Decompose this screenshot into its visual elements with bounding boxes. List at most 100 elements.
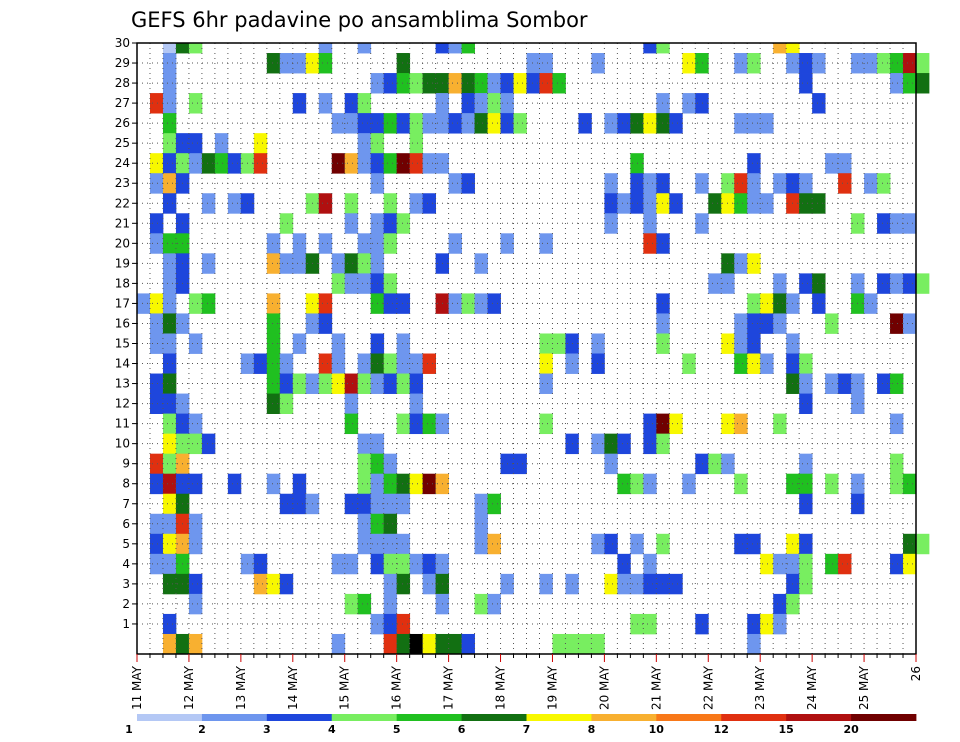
- heatmap-cell: [656, 433, 670, 455]
- heatmap-cell: [747, 533, 761, 555]
- heatmap-cell: [669, 413, 683, 435]
- heatmap-cell: [357, 273, 372, 294]
- heatmap-cell: [162, 93, 177, 114]
- heatmap-cell: [344, 553, 359, 575]
- heatmap-cell: [162, 493, 177, 515]
- heatmap-cell: [604, 213, 618, 234]
- heatmap-cell: [812, 93, 826, 114]
- heatmap-cell: [188, 473, 203, 495]
- y-tick-label: 25: [115, 136, 130, 150]
- heatmap-cell: [461, 43, 475, 54]
- y-tick-label: 7: [122, 497, 130, 511]
- heatmap-cell: [513, 113, 527, 134]
- heatmap-cell: [825, 553, 839, 575]
- heatmap-cell: [344, 393, 359, 414]
- heatmap-cell: [266, 53, 281, 74]
- heatmap-cell: [669, 573, 683, 595]
- heatmap-cell: [643, 473, 657, 495]
- colorbar-swatch: [721, 714, 787, 721]
- heatmap-cell: [279, 373, 294, 394]
- heatmap-cell: [591, 433, 605, 455]
- heatmap-cell: [643, 233, 657, 254]
- heatmap-cell: [838, 153, 852, 174]
- heatmap-cell: [162, 573, 177, 595]
- heatmap-cell: [149, 513, 164, 535]
- heatmap-cell: [331, 633, 346, 655]
- heatmap-cell: [682, 473, 696, 495]
- heatmap-cell: [825, 473, 839, 495]
- heatmap-cell: [396, 73, 411, 94]
- heatmap-cell: [137, 293, 151, 314]
- heatmap-cell: [513, 73, 527, 94]
- heatmap-cell: [383, 593, 398, 615]
- heatmap-cell: [617, 473, 631, 495]
- heatmap-cell: [149, 473, 164, 495]
- heatmap-cell: [279, 53, 294, 74]
- heatmap-cell: [383, 513, 398, 535]
- heatmap-cell: [487, 93, 501, 114]
- heatmap-cell: [643, 213, 657, 234]
- heatmap-cell: [357, 133, 372, 154]
- heatmap-cell: [188, 133, 203, 154]
- y-tick-label: 15: [115, 336, 130, 350]
- heatmap-cell: [643, 613, 657, 635]
- heatmap-cell: [292, 93, 307, 114]
- heatmap-cell: [461, 633, 475, 655]
- heatmap-cell: [331, 113, 346, 134]
- heatmap-cell: [695, 453, 709, 475]
- heatmap-cell: [916, 53, 930, 74]
- heatmap-cell: [383, 553, 398, 575]
- heatmap-cell: [357, 373, 372, 394]
- x-tick-label: 20 MAY: [597, 665, 611, 710]
- heatmap-cell: [877, 173, 891, 194]
- heatmap-cell: [838, 373, 852, 394]
- heatmap-cell: [760, 193, 774, 214]
- heatmap-cell: [773, 593, 787, 615]
- heatmap-cell: [825, 373, 839, 394]
- heatmap-cell: [695, 173, 709, 194]
- heatmap-cell: [383, 613, 398, 635]
- heatmap-cell: [773, 553, 787, 575]
- heatmap-cell: [188, 433, 203, 455]
- heatmap-cell: [734, 313, 748, 334]
- heatmap-cell: [604, 533, 618, 555]
- heatmap-cell: [266, 373, 281, 394]
- heatmap-cell: [266, 573, 281, 595]
- heatmap-cell: [448, 73, 462, 94]
- y-tick-label: 9: [122, 457, 130, 471]
- y-tick-label: 1: [122, 617, 130, 631]
- heatmap-cell: [682, 53, 696, 74]
- y-tick-label: 11: [115, 417, 130, 431]
- heatmap-cell: [734, 333, 748, 354]
- heatmap-cell: [760, 293, 774, 314]
- heatmap-cell: [864, 53, 878, 74]
- heatmap-cell: [747, 333, 761, 354]
- heatmap-cell: [331, 253, 346, 274]
- heatmap-cell: [643, 173, 657, 194]
- colorbar-label: 12: [714, 723, 729, 736]
- heatmap-cell: [656, 573, 670, 595]
- heatmap-cell: [149, 373, 164, 394]
- heatmap-cell: [188, 153, 203, 174]
- heatmap-cell: [149, 93, 164, 114]
- x-tick-label: 12 MAY: [182, 665, 196, 710]
- x-tick-label: 22 MAY: [701, 665, 715, 710]
- heatmap-cell: [292, 473, 307, 495]
- heatmap-cell: [149, 173, 164, 194]
- heatmap-cell: [162, 293, 177, 314]
- heatmap-cell: [643, 573, 657, 595]
- heatmap-cell: [877, 213, 891, 234]
- x-tick-label: 15 MAY: [338, 665, 352, 710]
- heatmap-cell: [474, 73, 488, 94]
- heatmap-cell: [539, 333, 553, 354]
- heatmap-cell: [188, 513, 203, 535]
- heatmap-cell: [409, 473, 424, 495]
- heatmap-cell: [162, 43, 177, 54]
- y-tick-label: 28: [115, 76, 130, 90]
- heatmap-cell: [162, 353, 177, 374]
- heatmap-cell: [266, 473, 281, 495]
- heatmap-cell: [331, 373, 346, 394]
- heatmap-cell: [448, 293, 462, 314]
- heatmap-cell: [422, 473, 437, 495]
- heatmap-cell: [656, 293, 670, 314]
